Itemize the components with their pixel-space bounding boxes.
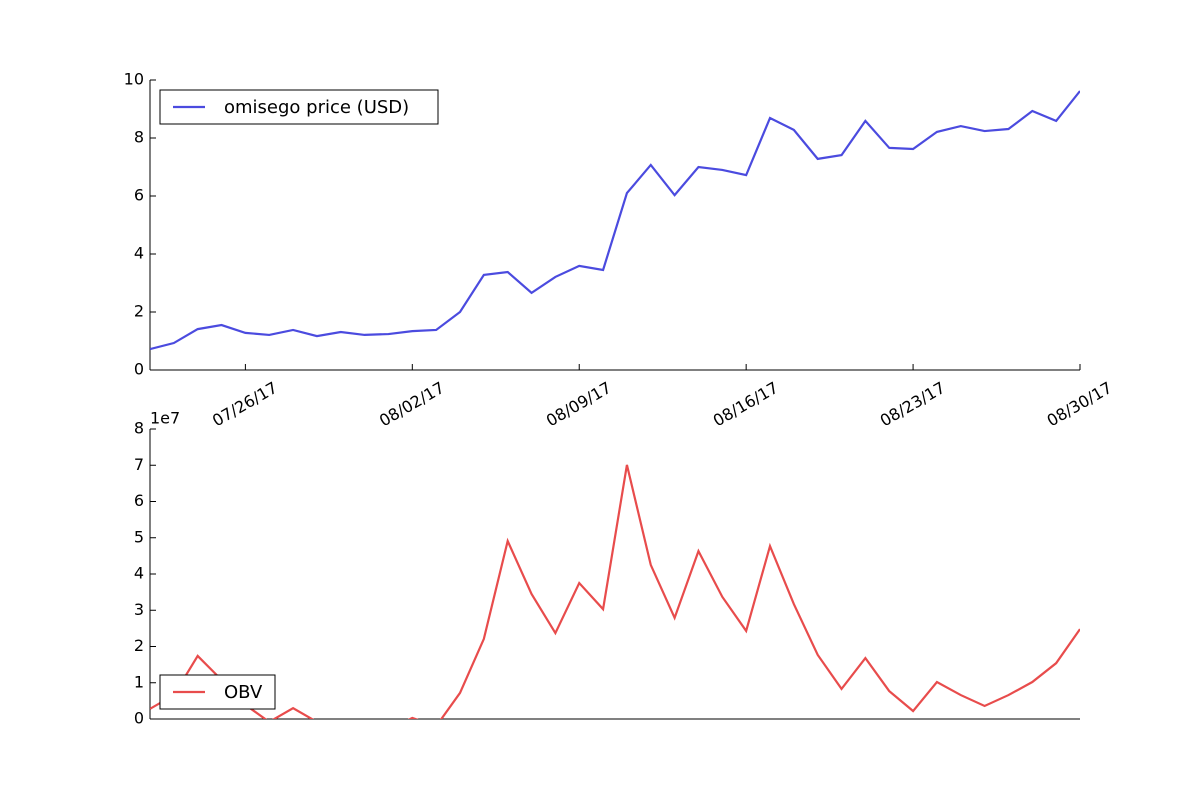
x-tick-label: 08/30/17	[1044, 378, 1116, 430]
line	[150, 464, 1080, 719]
legend-box	[159, 89, 439, 125]
x-tick-label: 08/16/17	[710, 378, 782, 430]
y-tick-label: 8	[134, 128, 144, 147]
y-tick-label: 6	[134, 491, 144, 510]
x-tick-label: 08/23/17	[877, 378, 949, 430]
y-tick-label: 1	[134, 672, 144, 691]
x-tick-label: 07/26/17	[209, 378, 281, 430]
x-tick-label: 08/02/17	[376, 378, 448, 430]
y-tick-label: 5	[134, 527, 144, 546]
y-tick-label: 0	[134, 360, 144, 379]
offset-label: 1e7	[150, 409, 180, 428]
y-tick-label: 7	[134, 455, 144, 474]
plot-area	[150, 464, 1080, 719]
y-tick-label: 8	[134, 419, 144, 438]
y-tick-label: 2	[134, 636, 144, 655]
y-tick-label: 4	[134, 564, 144, 583]
plot-area	[150, 90, 1080, 351]
legend-label: OBV	[224, 682, 263, 703]
y-tick-label: 0	[134, 709, 144, 728]
line	[150, 90, 1080, 351]
y-tick-label: 4	[134, 244, 144, 263]
y-tick-label: 2	[134, 302, 144, 321]
y-tick-label: 3	[134, 600, 144, 619]
legend-label: omisego price (USD)	[224, 97, 409, 118]
x-tick-label: 08/09/17	[543, 378, 615, 430]
y-tick-label: 10	[124, 70, 144, 89]
y-tick-label: 6	[134, 186, 144, 205]
